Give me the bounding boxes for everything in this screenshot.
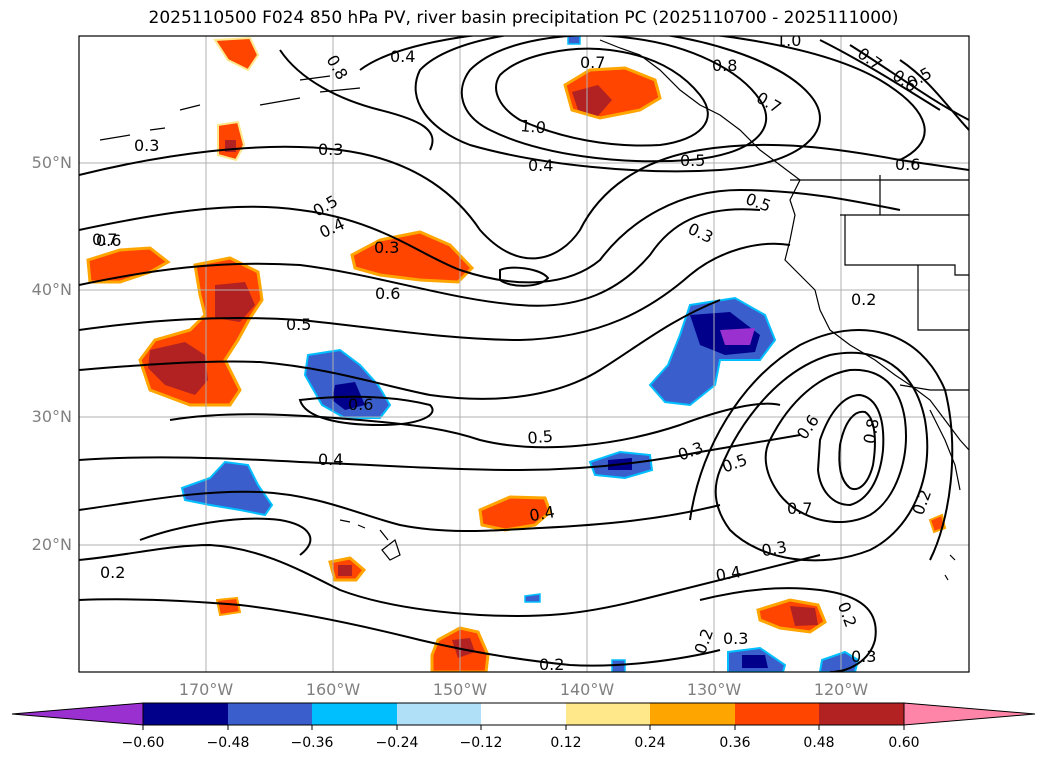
contour-label: 0.4 — [714, 562, 742, 585]
contour-label: 0.5 — [527, 427, 554, 448]
contour-label: 0.8 — [712, 56, 737, 75]
colorbar-tick-label: −0.12 — [459, 735, 503, 751]
lat-label-30n: 30°N — [31, 407, 72, 426]
contour-label: 0.3 — [675, 438, 705, 465]
colorbar-tick-label: 0.60 — [888, 735, 920, 751]
lon-label-130w: 130°W — [686, 680, 742, 699]
coastlines — [99, 39, 969, 581]
lon-label-120w: 120°W — [813, 680, 869, 699]
contour-label: 0.5 — [680, 151, 705, 170]
pv-contours — [79, 36, 969, 672]
colorbar-tick-label: 0.36 — [719, 735, 751, 751]
contour-label: 1.0 — [776, 31, 801, 50]
contour-label: 0.6 — [96, 231, 121, 250]
contour-label: 0.7 — [580, 53, 605, 72]
contour-label: 0.4 — [390, 47, 415, 66]
colorbar-tick-label: −0.60 — [121, 735, 165, 751]
contour-label: 0.4 — [318, 450, 343, 469]
contour-label: 0.3 — [318, 140, 343, 159]
contour-label: 0.2 — [851, 290, 876, 309]
colorbar-tick-label: −0.48 — [206, 735, 250, 751]
lat-label-20n: 20°N — [31, 535, 72, 554]
contour-label: 0.6 — [793, 411, 823, 443]
contour-label: 0.2 — [539, 655, 564, 674]
precip-negative-shading — [180, 36, 860, 672]
contour-label: 0.2 — [834, 599, 861, 629]
contour-label: 0.7 — [92, 230, 117, 249]
colorbar-tick-label: −0.24 — [375, 735, 419, 751]
colorbar-tick-label: −0.36 — [290, 735, 334, 751]
contour-label: 0.3 — [134, 136, 159, 155]
lon-label-140w: 140°W — [559, 680, 615, 699]
contour-label: 0.5 — [719, 450, 749, 477]
contour-label: 0.6 — [348, 395, 373, 414]
map-plot-area: 1.0 0.8 0.7 0.8 0.4 0.7 0.6 0.5 0.7 0.6 … — [79, 31, 969, 674]
contour-label: 0.7 — [787, 499, 812, 518]
contour-label: 0.3 — [374, 238, 399, 257]
lon-label-170w: 170°W — [178, 680, 234, 699]
lon-label-160w: 160°W — [305, 680, 361, 699]
contour-label: 0.4 — [528, 156, 553, 175]
contour-label: 0.5 — [286, 315, 311, 334]
colorbar — [11, 702, 1036, 730]
map-title: 2025110500 F024 850 hPa PV, river basin … — [148, 8, 899, 28]
colorbar-tick-label: 0.24 — [634, 735, 666, 751]
colorbar-tick-label: 0.12 — [550, 735, 582, 751]
contour-label: 0.3 — [851, 647, 876, 666]
contour-label: 0.6 — [375, 284, 400, 303]
contour-label: 0.3 — [723, 629, 748, 648]
lon-label-150w: 150°W — [432, 680, 488, 699]
lat-label-40n: 40°N — [31, 280, 72, 299]
contour-label: 0.2 — [909, 487, 936, 517]
contour-label: 0.8 — [860, 417, 883, 445]
contour-label: 0.2 — [100, 563, 125, 582]
colorbar-tick-label: 0.48 — [803, 735, 835, 751]
contour-label: 0.8 — [323, 52, 352, 84]
contour-label: 0.4 — [528, 502, 556, 525]
contour-label: 0.3 — [685, 219, 716, 247]
contour-label: 0.6 — [895, 155, 920, 174]
plot-frame — [78, 35, 970, 673]
contour-label: 0.3 — [760, 537, 788, 560]
contour-label: 0.5 — [743, 189, 773, 216]
contour-label: 1.0 — [520, 116, 547, 137]
lat-label-50n: 50°N — [31, 153, 72, 172]
contour-label: 0.7 — [753, 88, 785, 117]
